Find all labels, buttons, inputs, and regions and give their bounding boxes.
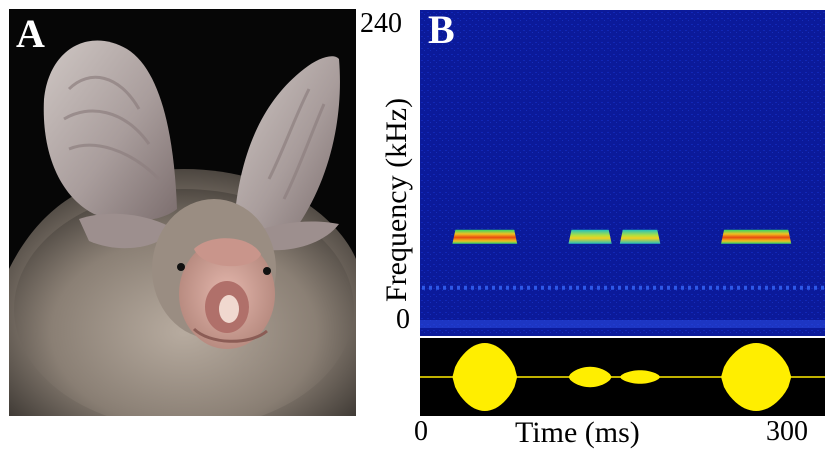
oscillogram-call-4 — [721, 343, 792, 411]
spectrogram-noise-band-segment — [471, 285, 474, 290]
oscillogram-call-1 — [452, 343, 518, 411]
spectrogram-noise-band-segment — [520, 285, 523, 290]
oscillogram-plot — [420, 338, 825, 416]
x-axis-label: Time (ms) — [515, 416, 640, 449]
spectrogram-noise-band-segment — [478, 285, 481, 290]
spectrogram-noise-band-segment — [604, 285, 607, 290]
oscillogram-svg — [420, 343, 825, 411]
spectrogram-noise-band-segment — [653, 285, 656, 290]
spectrogram-svg — [420, 10, 825, 336]
spectrogram-noise-band-segment — [779, 285, 782, 290]
spectrogram-noise-band-segment — [646, 285, 649, 290]
spectrogram-noise-band-segment — [492, 285, 495, 290]
spectrogram-noise-band-segment — [723, 285, 726, 290]
y-axis-label: Frequency (kHz) — [380, 97, 413, 302]
spectrogram-noise-band-segment — [800, 285, 803, 290]
spectrogram-noise-band-segment — [583, 285, 586, 290]
spectrogram-noise-band-segment — [751, 285, 754, 290]
spectrogram-noise-band-segment — [506, 285, 509, 290]
y-tick-label-min: 0 — [396, 304, 410, 335]
spectrogram-noise-band-segment — [464, 285, 467, 290]
spectrogram-noise-band-segment — [548, 285, 551, 290]
spectrogram-noise-band-segment — [793, 285, 796, 290]
spectrogram-noise-band-segment — [562, 285, 565, 290]
panel-label-a: A — [16, 11, 45, 56]
bat-illustration — [9, 9, 356, 416]
spectrogram-noise-band-segment — [534, 285, 537, 290]
spectrogram-noise-band-segment — [597, 285, 600, 290]
spectrogram-noise-band-segment — [618, 285, 621, 290]
spectrogram-noise-band-segment — [737, 285, 740, 290]
spectrogram-noise-band-segment — [527, 285, 530, 290]
spectrogram-call-3 — [619, 229, 661, 244]
spectrogram-noise-band-segment — [611, 285, 614, 290]
spectrogram-noise-band-segment — [457, 285, 460, 290]
spectrogram-low-frequency-band — [420, 320, 825, 328]
spectrogram-noise-band-segment — [499, 285, 502, 290]
spectrogram-noise-band-segment — [513, 285, 516, 290]
spectrogram-noise-band-segment — [807, 285, 810, 290]
spectrogram-noise-band-segment — [730, 285, 733, 290]
oscillogram-call-2 — [568, 366, 612, 388]
spectrogram-noise-band-segment — [681, 285, 684, 290]
spectrogram-noise-band-segment — [660, 285, 663, 290]
spectrogram-call-1 — [452, 229, 518, 244]
spectrogram-noise-band-segment — [667, 285, 670, 290]
spectrogram-noise-band-segment — [639, 285, 642, 290]
spectrogram-noise-band-segment — [688, 285, 691, 290]
spectrogram-noise-band-segment — [814, 285, 817, 290]
spectrogram-noise-band-segment — [786, 285, 789, 290]
spectrogram-noise-band-segment — [485, 285, 488, 290]
spectrogram-noise-band-segment — [772, 285, 775, 290]
spectrogram-noise-band-segment — [674, 285, 677, 290]
oscillogram-call-3 — [619, 370, 661, 384]
spectrogram-noise-band-segment — [709, 285, 712, 290]
spectrogram-noise-band-segment — [632, 285, 635, 290]
spectrogram-noise-band-segment — [758, 285, 761, 290]
spectrogram-noise-band-segment — [765, 285, 768, 290]
spectrogram-noise-band-segment — [695, 285, 698, 290]
spectrogram-noise-band-segment — [443, 285, 446, 290]
spectrogram-noise-band-segment — [555, 285, 558, 290]
spectrogram-noise-band-segment — [576, 285, 579, 290]
panel-label-b: B — [428, 7, 455, 52]
spectrogram-noise-band-segment — [422, 285, 425, 290]
spectrogram-call-4 — [721, 229, 792, 244]
spectrogram-noise-band-segment — [429, 285, 432, 290]
bat-photo — [9, 9, 356, 416]
spectrogram-noise-band-segment — [569, 285, 572, 290]
spectrogram-call-2 — [568, 229, 612, 244]
spectrogram-plot — [420, 10, 825, 336]
spectrogram-noise-band-segment — [821, 285, 824, 290]
spectrogram-noise-band-segment — [450, 285, 453, 290]
spectrogram-noise-band-segment — [716, 285, 719, 290]
x-tick-label-max: 300 — [766, 416, 808, 447]
spectrogram-noise-band-segment — [436, 285, 439, 290]
spectrogram-noise-band-segment — [590, 285, 593, 290]
spectrogram-noise-band-segment — [702, 285, 705, 290]
x-tick-label-min: 0 — [414, 416, 428, 447]
spectrogram-noise-band-segment — [625, 285, 628, 290]
spectrogram-noise-band-segment — [541, 285, 544, 290]
spectrogram-noise-band-segment — [744, 285, 747, 290]
y-tick-label-max: 240 — [360, 8, 402, 39]
